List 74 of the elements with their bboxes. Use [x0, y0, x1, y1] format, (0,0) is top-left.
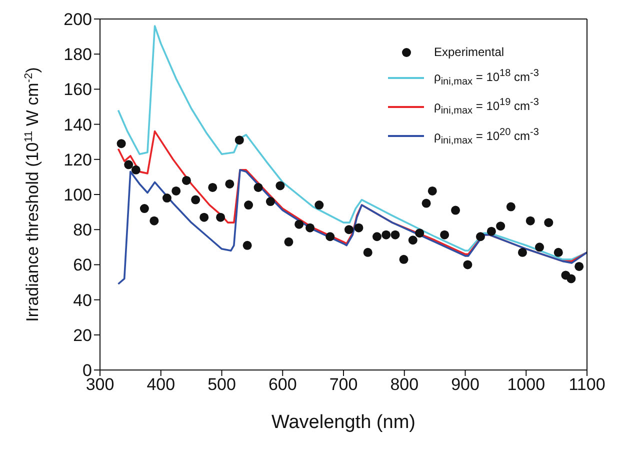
x-tick-label: 900 — [451, 375, 480, 394]
point — [216, 212, 226, 222]
point — [422, 198, 431, 208]
point — [476, 232, 485, 242]
x-tick-label: 1100 — [568, 375, 606, 394]
point — [535, 242, 544, 252]
x-tick-label: 500 — [208, 375, 236, 394]
y-tick-label: 180 — [64, 45, 92, 64]
x-axis-title: Wavelength (nm) — [272, 412, 416, 433]
point — [172, 186, 181, 196]
point — [526, 216, 535, 226]
point — [266, 197, 275, 206]
point — [225, 179, 234, 188]
point — [140, 204, 149, 214]
point — [463, 260, 472, 270]
y-tick-label: 160 — [64, 80, 92, 100]
point — [344, 225, 354, 234]
y-tick-label: 60 — [73, 256, 92, 275]
point — [428, 186, 437, 196]
point — [566, 274, 576, 284]
point — [544, 218, 554, 228]
legend-label: ρ$_{ini,max}$ = 10$^{20}$ cm$^{-3}$ — [434, 126, 539, 148]
point — [440, 230, 450, 240]
x-tick-label: 700 — [329, 375, 358, 394]
point — [294, 220, 304, 229]
y-tick-label: 100 — [64, 186, 92, 205]
point — [150, 216, 159, 226]
point — [244, 200, 254, 210]
point — [314, 200, 324, 210]
point — [506, 202, 516, 212]
legend-label: ρ$_{ini,max}$ = 10$^{18}$ cm$^{-3}$ — [434, 67, 539, 90]
point — [326, 232, 335, 242]
point — [574, 262, 584, 271]
point — [200, 212, 209, 222]
point — [162, 194, 172, 203]
point — [306, 223, 315, 232]
legend-label: Experimental — [434, 44, 504, 61]
y-tick-label: 120 — [64, 150, 92, 170]
point — [191, 195, 200, 204]
point — [234, 136, 244, 145]
point — [208, 182, 218, 192]
point — [496, 222, 506, 231]
point — [554, 248, 563, 257]
point — [451, 206, 460, 215]
point — [254, 182, 263, 192]
legend-label: ρ$_{ini,max}$ = 10$^{19}$ cm$^{-3}$ — [434, 96, 539, 119]
point — [408, 236, 418, 245]
point — [116, 139, 126, 148]
point — [242, 240, 252, 250]
point — [415, 228, 424, 238]
x-tick-label: 300 — [86, 375, 114, 394]
line-series — [117, 25, 587, 260]
y-tick-label: 140 — [64, 115, 92, 134]
point — [382, 230, 391, 240]
point — [518, 248, 527, 257]
y-tick-label: 40 — [73, 290, 92, 310]
point — [276, 181, 285, 190]
point — [390, 230, 400, 240]
point — [124, 160, 134, 170]
x-tick-label: 1000 — [507, 375, 546, 394]
point — [284, 237, 294, 246]
point — [182, 176, 191, 185]
point — [486, 226, 496, 236]
point — [354, 223, 364, 232]
y-tick-label: 200 — [64, 10, 92, 30]
point — [399, 254, 408, 264]
y-tick-label: 20 — [73, 326, 92, 345]
point — [363, 248, 372, 257]
x-tick-label: 600 — [268, 375, 297, 394]
point — [131, 165, 140, 174]
y-tick-label: 80 — [73, 220, 92, 240]
point — [372, 232, 382, 242]
x-tick-label: 400 — [146, 375, 176, 394]
x-tick-label: 800 — [390, 375, 419, 394]
